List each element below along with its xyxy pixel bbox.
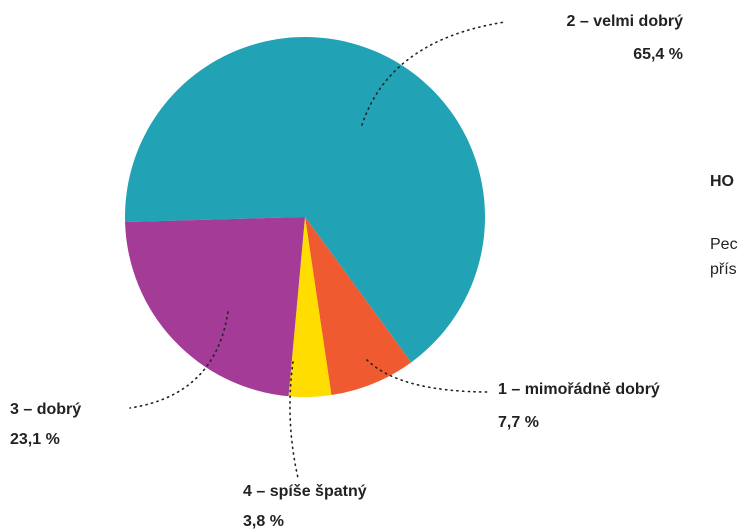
- slice-label: 4 – spíše špatný: [243, 483, 367, 500]
- pie-slice: [305, 217, 412, 396]
- slice-label: 1 – mimořádně dobrý: [498, 381, 660, 398]
- pie-slice: [125, 217, 305, 397]
- pie-slice: [288, 217, 332, 397]
- value-label: 23,1 %: [10, 431, 60, 448]
- value-label: 65,4 %: [633, 46, 683, 63]
- leader-line: [289, 361, 299, 479]
- slice-label: 2 – velmi dobrý: [567, 13, 684, 30]
- leader-line: [129, 311, 229, 409]
- side-heading: HO: [710, 173, 734, 190]
- side-text: přís: [710, 261, 737, 278]
- leader-line: [361, 21, 506, 126]
- value-label: 3,8 %: [243, 513, 284, 530]
- pie-slice: [125, 36, 486, 363]
- value-label: 7,7 %: [498, 414, 539, 431]
- slice-label: 3 – dobrý: [10, 401, 81, 418]
- side-text: Pec: [710, 236, 738, 253]
